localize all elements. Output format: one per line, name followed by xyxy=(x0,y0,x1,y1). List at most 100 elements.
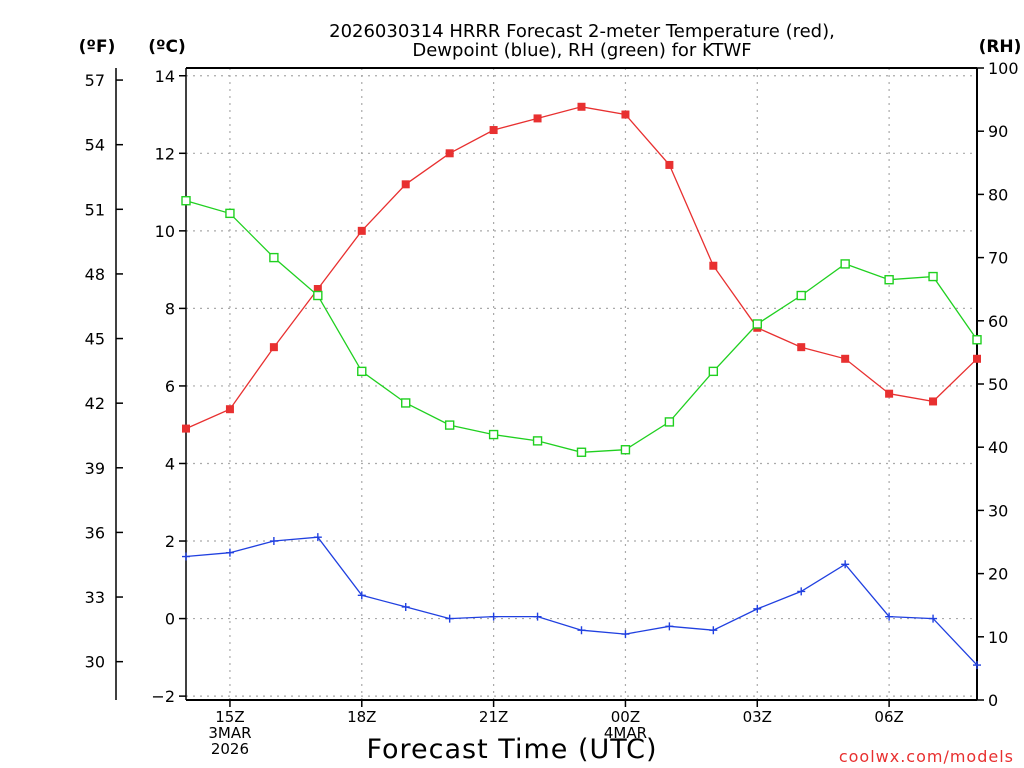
dewpoint-series xyxy=(182,533,981,670)
temperature-point xyxy=(973,354,981,363)
dewpoint-point xyxy=(709,626,718,635)
dewpoint-point xyxy=(401,602,410,611)
gridlines xyxy=(186,68,977,700)
rh-point xyxy=(357,366,367,377)
celsius-tick-label: 0 xyxy=(165,610,175,629)
fahrenheit-tick-label: 39 xyxy=(85,459,105,478)
celsius-tick-label: −2 xyxy=(151,687,175,706)
dewpoint-point xyxy=(577,626,586,635)
temperature-point xyxy=(357,226,366,235)
x-tick-label: 4MAR xyxy=(604,724,647,742)
dewpoint-point xyxy=(753,604,762,613)
fahrenheit-tick-label: 54 xyxy=(85,136,105,155)
celsius-tick-label: 6 xyxy=(165,377,175,396)
fahrenheit-tick-label: 33 xyxy=(85,588,105,607)
x-axis-label: Forecast Time (UTC) xyxy=(366,734,657,765)
rh-point xyxy=(225,208,235,219)
dewpoint-point xyxy=(973,661,981,670)
dewpoint-point xyxy=(445,614,454,623)
dewpoint-point xyxy=(182,552,190,561)
rh-tick-label: 10 xyxy=(988,628,1008,647)
x-tick-label: 3MAR xyxy=(208,724,251,742)
temperature-point xyxy=(841,354,850,363)
temperature-point xyxy=(621,110,630,119)
fahrenheit-tick-label: 57 xyxy=(85,71,105,90)
x-tick-label: 21Z xyxy=(479,708,508,726)
temperature-point xyxy=(577,102,586,111)
rh-point xyxy=(313,290,323,301)
fahrenheit-tick-label: 36 xyxy=(85,523,105,542)
temperature-point xyxy=(401,180,410,189)
rh-point xyxy=(884,275,894,285)
rh-point xyxy=(840,259,850,269)
rh-point xyxy=(532,436,543,446)
rh-point xyxy=(576,447,587,457)
temperature-point xyxy=(269,343,278,352)
rh-point xyxy=(181,196,191,206)
rh-unit-label: (RH) xyxy=(979,37,1022,57)
rh-point xyxy=(664,417,675,427)
dewpoint-point xyxy=(929,614,938,623)
chart-title-line-2: Dewpoint (blue), RH (green) for KTWF xyxy=(412,40,751,61)
rh-tick-label: 0 xyxy=(988,691,998,710)
fahrenheit-tick-label: 51 xyxy=(85,200,105,219)
rh-tick-label: 70 xyxy=(988,249,1008,268)
rh-point xyxy=(269,252,279,263)
x-tick-label: 15Z xyxy=(215,708,244,726)
dewpoint-point xyxy=(841,560,850,569)
fahrenheit-tick-label: 42 xyxy=(85,394,105,413)
temperature-point xyxy=(182,424,190,433)
rh-point xyxy=(444,420,455,430)
rh-point xyxy=(488,429,499,440)
dewpoint-point xyxy=(269,537,278,546)
rh-point xyxy=(401,398,411,408)
fahrenheit-tick-label: 45 xyxy=(85,330,105,349)
rh-point xyxy=(928,271,938,282)
x-tick-label: 00Z xyxy=(611,708,640,726)
celsius-tick-label: 2 xyxy=(165,532,175,551)
rh-tick-label: 60 xyxy=(988,312,1008,331)
rh-series xyxy=(181,196,982,457)
rh-line xyxy=(185,200,978,453)
dewpoint-point xyxy=(665,622,674,631)
rh-point xyxy=(972,335,982,345)
rh-tick-label: 30 xyxy=(988,501,1008,520)
rh-tick-label: 80 xyxy=(988,185,1008,204)
temperature-point xyxy=(489,126,498,135)
temperature-point xyxy=(665,160,674,169)
dewpoint-point xyxy=(621,630,630,639)
temperature-point xyxy=(929,397,938,406)
rh-point xyxy=(708,366,719,377)
celsius-tick-label: 14 xyxy=(155,67,175,86)
celsius-tick-label: 8 xyxy=(165,299,175,318)
temperature-point xyxy=(709,261,718,270)
dewpoint-line xyxy=(185,536,978,666)
dewpoint-point xyxy=(489,612,498,621)
fahrenheit-tick-label: 30 xyxy=(85,653,105,672)
rh-point xyxy=(620,445,631,455)
x-tick-label: 18Z xyxy=(347,708,376,726)
rh-tick-label: 40 xyxy=(988,438,1008,457)
dewpoint-point xyxy=(797,587,806,596)
x-tick-label: 06Z xyxy=(874,708,903,726)
celsius-tick-label: 10 xyxy=(155,222,175,241)
rh-tick-label: 20 xyxy=(988,565,1008,584)
rh-tick-label: 100 xyxy=(988,59,1019,78)
rh-point xyxy=(752,319,762,329)
chart-title-line-1: 2026030314 HRRR Forecast 2-meter Tempera… xyxy=(329,21,835,42)
dewpoint-point xyxy=(313,533,322,542)
rh-point xyxy=(796,290,806,301)
celsius-tick-label: 4 xyxy=(165,454,175,473)
temperature-line xyxy=(185,106,978,430)
temperature-point xyxy=(313,285,322,294)
temperature-point xyxy=(885,389,894,398)
fahrenheit-unit-label: (ºF) xyxy=(79,37,116,57)
fahrenheit-tick-label: 48 xyxy=(85,265,105,284)
temperature-point xyxy=(797,343,806,352)
dewpoint-point xyxy=(357,591,366,600)
credit-label: coolwx.com/models xyxy=(839,747,1014,766)
x-tick-label: 2026 xyxy=(211,740,249,758)
temperature-point xyxy=(533,114,542,123)
